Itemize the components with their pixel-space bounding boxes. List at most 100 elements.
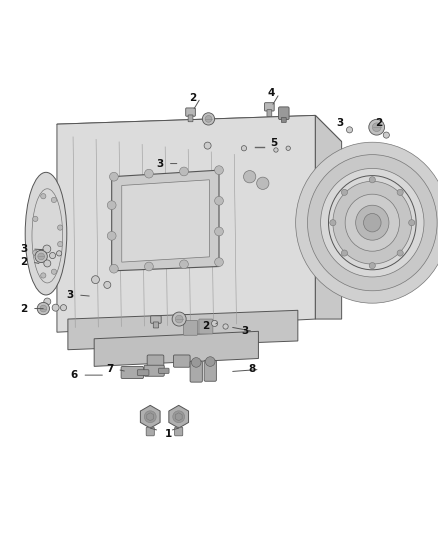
Polygon shape	[68, 310, 298, 350]
Circle shape	[383, 132, 389, 138]
Circle shape	[40, 305, 47, 312]
Circle shape	[257, 177, 269, 189]
Circle shape	[286, 146, 290, 150]
Circle shape	[369, 119, 385, 135]
Circle shape	[144, 411, 156, 423]
FancyBboxPatch shape	[186, 108, 195, 116]
Text: 5: 5	[270, 138, 277, 148]
Text: 2: 2	[189, 93, 196, 103]
Ellipse shape	[356, 205, 389, 240]
Text: 3: 3	[67, 290, 74, 300]
FancyBboxPatch shape	[137, 370, 149, 375]
Circle shape	[369, 177, 375, 183]
FancyBboxPatch shape	[279, 107, 289, 119]
FancyBboxPatch shape	[147, 355, 164, 367]
Circle shape	[49, 253, 56, 259]
Circle shape	[35, 251, 47, 263]
Circle shape	[409, 220, 415, 226]
Ellipse shape	[321, 168, 424, 277]
Circle shape	[205, 116, 212, 122]
Text: 7: 7	[106, 365, 113, 374]
Text: 2: 2	[21, 257, 28, 267]
Circle shape	[241, 146, 247, 151]
Circle shape	[202, 113, 215, 125]
Circle shape	[341, 250, 347, 256]
Circle shape	[372, 123, 381, 132]
Circle shape	[107, 201, 116, 209]
Circle shape	[369, 263, 375, 269]
Circle shape	[346, 127, 353, 133]
FancyBboxPatch shape	[281, 117, 286, 123]
FancyBboxPatch shape	[190, 361, 202, 382]
FancyBboxPatch shape	[159, 368, 169, 374]
Circle shape	[107, 231, 116, 240]
Circle shape	[180, 260, 188, 269]
FancyBboxPatch shape	[173, 355, 190, 367]
Circle shape	[57, 251, 62, 256]
Ellipse shape	[25, 172, 67, 295]
Circle shape	[212, 320, 218, 327]
Text: 4: 4	[268, 88, 275, 99]
Ellipse shape	[345, 194, 399, 251]
Circle shape	[41, 273, 46, 278]
Ellipse shape	[333, 181, 412, 264]
Circle shape	[215, 227, 223, 236]
Polygon shape	[94, 332, 258, 366]
FancyBboxPatch shape	[204, 360, 216, 381]
Text: 2: 2	[21, 304, 28, 313]
Polygon shape	[122, 180, 209, 262]
Polygon shape	[57, 115, 342, 152]
Circle shape	[44, 260, 51, 267]
Ellipse shape	[364, 214, 381, 232]
Circle shape	[41, 193, 46, 199]
Circle shape	[33, 250, 38, 255]
FancyBboxPatch shape	[121, 367, 143, 378]
Circle shape	[110, 172, 118, 181]
Circle shape	[51, 197, 57, 203]
Polygon shape	[169, 405, 189, 428]
FancyBboxPatch shape	[151, 316, 161, 324]
Text: 3: 3	[156, 159, 163, 168]
Circle shape	[172, 312, 186, 326]
Polygon shape	[112, 170, 219, 271]
Text: 2: 2	[202, 321, 209, 330]
Circle shape	[397, 250, 403, 256]
Circle shape	[175, 315, 183, 323]
FancyBboxPatch shape	[153, 322, 159, 328]
Text: 3: 3	[21, 244, 28, 254]
Circle shape	[191, 358, 201, 367]
Circle shape	[33, 216, 38, 222]
Text: 6: 6	[71, 370, 78, 380]
Circle shape	[244, 171, 256, 183]
Circle shape	[37, 302, 49, 314]
Text: 2: 2	[375, 118, 382, 128]
Circle shape	[57, 225, 63, 230]
Circle shape	[330, 220, 336, 226]
Circle shape	[145, 262, 153, 271]
Circle shape	[52, 304, 59, 311]
Text: 1: 1	[165, 429, 172, 439]
Ellipse shape	[307, 155, 437, 291]
Circle shape	[215, 197, 223, 205]
Circle shape	[60, 304, 67, 311]
FancyBboxPatch shape	[144, 365, 164, 376]
FancyBboxPatch shape	[265, 103, 274, 111]
Circle shape	[215, 166, 223, 174]
Polygon shape	[140, 405, 160, 428]
FancyBboxPatch shape	[184, 320, 198, 335]
Circle shape	[180, 167, 188, 176]
FancyBboxPatch shape	[188, 115, 193, 122]
Circle shape	[204, 142, 211, 149]
Text: 8: 8	[248, 365, 255, 374]
Circle shape	[397, 189, 403, 196]
Circle shape	[341, 189, 347, 196]
Circle shape	[104, 281, 111, 288]
Circle shape	[44, 298, 51, 305]
Circle shape	[205, 357, 215, 366]
FancyBboxPatch shape	[146, 427, 154, 436]
FancyBboxPatch shape	[175, 427, 183, 436]
FancyBboxPatch shape	[199, 319, 213, 334]
Circle shape	[173, 411, 185, 423]
Circle shape	[215, 258, 223, 266]
Circle shape	[51, 269, 57, 274]
